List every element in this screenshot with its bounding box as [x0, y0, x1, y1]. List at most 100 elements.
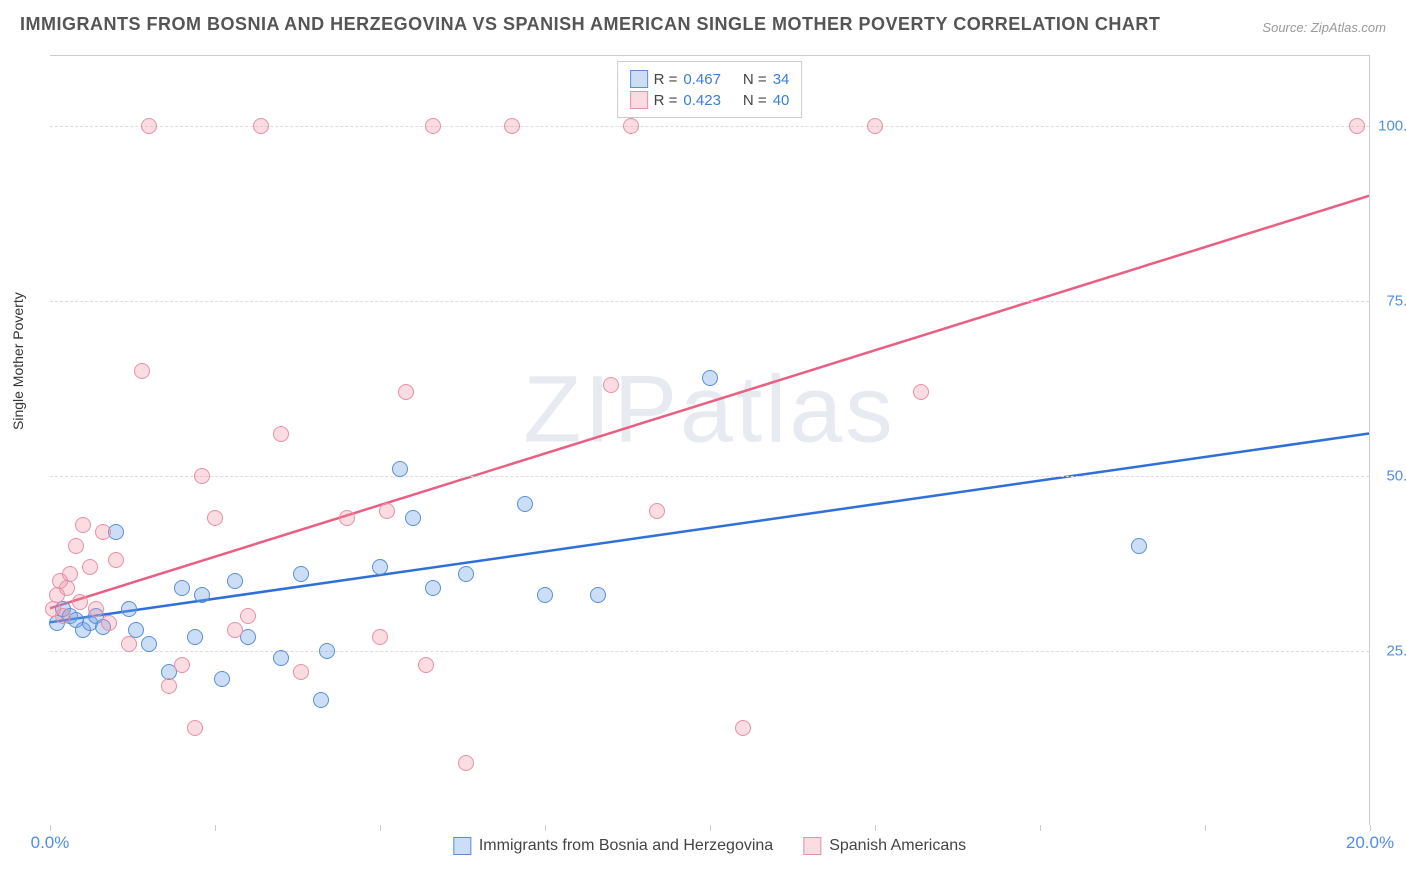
y-tick-label: 25.0%: [1386, 643, 1406, 660]
scatter-point-bosnia: [273, 650, 289, 666]
x-tick-mark: [875, 825, 876, 831]
scatter-point-spanish: [649, 503, 665, 519]
scatter-point-bosnia: [702, 370, 718, 386]
y-tick-label: 100.0%: [1378, 118, 1406, 135]
chart-plot-area: ZIPatlas R =0.467N =34R =0.423N =40 Immi…: [50, 55, 1370, 825]
scatter-point-spanish: [95, 524, 111, 540]
scatter-point-spanish: [134, 363, 150, 379]
scatter-point-bosnia: [517, 496, 533, 512]
scatter-point-bosnia: [392, 461, 408, 477]
scatter-point-spanish: [72, 594, 88, 610]
scatter-point-spanish: [398, 384, 414, 400]
scatter-point-spanish: [161, 678, 177, 694]
legend-swatch-icon: [630, 91, 648, 109]
scatter-point-spanish: [1349, 118, 1365, 134]
scatter-point-spanish: [227, 622, 243, 638]
scatter-point-bosnia: [293, 566, 309, 582]
scatter-point-bosnia: [425, 580, 441, 596]
x-tick-mark: [710, 825, 711, 831]
scatter-point-spanish: [240, 608, 256, 624]
scatter-point-spanish: [101, 615, 117, 631]
scatter-point-spanish: [273, 426, 289, 442]
scatter-point-spanish: [379, 503, 395, 519]
legend-swatch-icon: [453, 837, 471, 855]
scatter-point-spanish: [913, 384, 929, 400]
scatter-point-spanish: [623, 118, 639, 134]
legend-n-label: N =: [743, 92, 767, 109]
scatter-point-spanish: [121, 636, 137, 652]
y-axis-label: Single Mother Poverty: [10, 292, 26, 430]
regression-line-spanish: [50, 196, 1369, 608]
correlation-legend: R =0.467N =34R =0.423N =40: [617, 61, 803, 118]
series-legend-label: Spanish Americans: [829, 837, 966, 855]
scatter-point-bosnia: [174, 580, 190, 596]
scatter-point-bosnia: [121, 601, 137, 617]
series-legend: Immigrants from Bosnia and Herzegovina Sp…: [453, 837, 966, 855]
scatter-point-spanish: [253, 118, 269, 134]
regression-line-bosnia: [50, 434, 1369, 623]
scatter-point-spanish: [293, 664, 309, 680]
scatter-point-spanish: [68, 538, 84, 554]
scatter-point-spanish: [425, 118, 441, 134]
scatter-point-spanish: [62, 566, 78, 582]
x-tick-mark: [50, 825, 51, 831]
scatter-point-spanish: [75, 517, 91, 533]
scatter-point-spanish: [603, 377, 619, 393]
scatter-point-bosnia: [405, 510, 421, 526]
source-attribution: Source: ZipAtlas.com: [1262, 20, 1386, 35]
scatter-point-bosnia: [194, 587, 210, 603]
source-name: ZipAtlas.com: [1311, 20, 1386, 35]
scatter-point-spanish: [88, 601, 104, 617]
scatter-point-spanish: [59, 580, 75, 596]
scatter-point-bosnia: [1131, 538, 1147, 554]
x-tick-mark: [380, 825, 381, 831]
legend-row-spanish: R = 0.423 N = 40: [630, 91, 790, 109]
legend-swatch-icon: [803, 837, 821, 855]
scatter-point-bosnia: [372, 559, 388, 575]
gridline-horizontal: [50, 301, 1369, 302]
legend-r-value: 0.467: [683, 71, 721, 88]
scatter-point-spanish: [207, 510, 223, 526]
scatter-point-bosnia: [319, 643, 335, 659]
scatter-point-spanish: [55, 608, 71, 624]
legend-r-label: R =: [654, 92, 678, 109]
source-label: Source:: [1262, 20, 1307, 35]
series-legend-item-spanish: Spanish Americans: [803, 837, 966, 855]
scatter-point-bosnia: [313, 692, 329, 708]
x-tick-label: 20.0%: [1346, 833, 1394, 853]
y-tick-label: 50.0%: [1386, 468, 1406, 485]
y-tick-label: 75.0%: [1386, 293, 1406, 310]
x-tick-mark: [215, 825, 216, 831]
x-tick-mark: [1370, 825, 1371, 831]
scatter-point-spanish: [458, 755, 474, 771]
scatter-point-spanish: [82, 559, 98, 575]
legend-row-bosnia: R =0.467N =34: [630, 70, 790, 88]
scatter-point-bosnia: [141, 636, 157, 652]
scatter-point-bosnia: [227, 573, 243, 589]
legend-swatch-icon: [630, 70, 648, 88]
scatter-point-spanish: [194, 468, 210, 484]
scatter-point-spanish: [735, 720, 751, 736]
x-tick-mark: [1205, 825, 1206, 831]
scatter-point-spanish: [418, 657, 434, 673]
scatter-point-spanish: [141, 118, 157, 134]
legend-r-label: R =: [654, 71, 678, 88]
chart-title: IMMIGRANTS FROM BOSNIA AND HERZEGOVINA V…: [20, 14, 1160, 35]
series-legend-item-bosnia: Immigrants from Bosnia and Herzegovina: [453, 837, 773, 855]
scatter-point-spanish: [174, 657, 190, 673]
scatter-point-bosnia: [187, 629, 203, 645]
scatter-point-bosnia: [537, 587, 553, 603]
x-tick-label: 0.0%: [31, 833, 70, 853]
legend-n-label: N =: [743, 71, 767, 88]
legend-r-value: 0.423: [683, 92, 721, 109]
scatter-point-spanish: [867, 118, 883, 134]
legend-n-value: 40: [773, 92, 790, 109]
scatter-point-spanish: [504, 118, 520, 134]
scatter-point-spanish: [108, 552, 124, 568]
scatter-point-spanish: [339, 510, 355, 526]
scatter-point-spanish: [372, 629, 388, 645]
scatter-point-bosnia: [214, 671, 230, 687]
x-tick-mark: [545, 825, 546, 831]
series-legend-label: Immigrants from Bosnia and Herzegovina: [479, 837, 773, 855]
scatter-point-spanish: [187, 720, 203, 736]
